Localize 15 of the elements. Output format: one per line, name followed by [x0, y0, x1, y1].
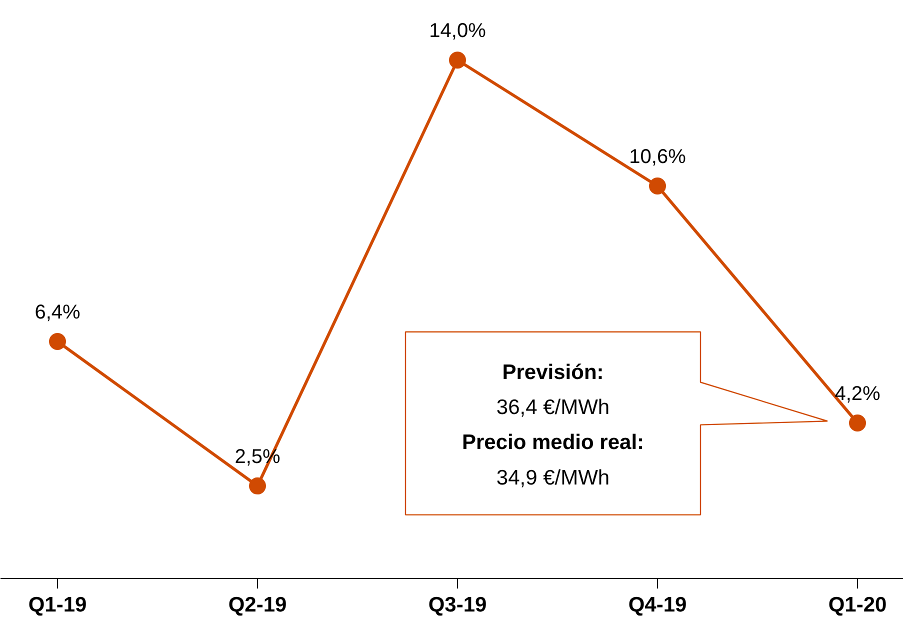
point: [449, 52, 466, 69]
data-label: 4,2%: [834, 382, 881, 405]
x-tick-label: Q2-19: [228, 594, 287, 616]
x-tick-label: Q1-20: [828, 594, 887, 616]
point: [49, 333, 66, 350]
data-label: 14,0%: [429, 20, 486, 42]
annotation: Previsión: 36,4 €/MWh Precio medio real: 34,9 €/MWh: [462, 361, 644, 490]
point: [249, 477, 266, 494]
x-tick-label: Q1-19: [28, 594, 87, 616]
data-label: 10,6%: [629, 146, 686, 168]
x-tick-label: Q3-19: [428, 594, 487, 616]
x-tick-label: Q4-19: [628, 594, 687, 616]
point: [649, 178, 666, 194]
data-label: 6,4%: [34, 302, 81, 324]
point: [849, 414, 866, 432]
